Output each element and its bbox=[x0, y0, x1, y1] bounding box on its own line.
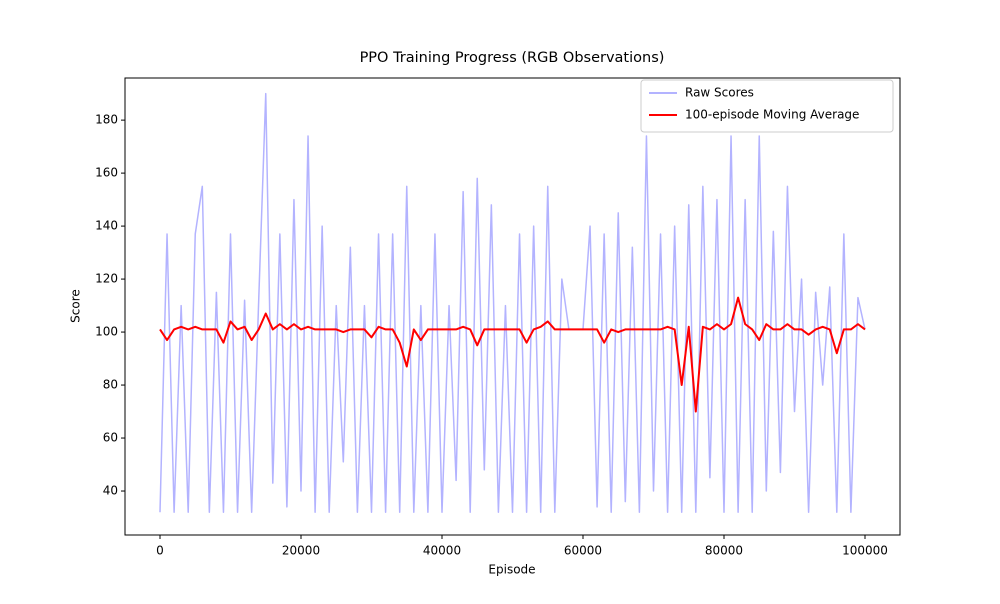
y-tick-label: 120 bbox=[95, 272, 118, 286]
legend-label: Raw Scores bbox=[685, 86, 754, 100]
x-tick-label: 0 bbox=[156, 544, 164, 558]
y-tick-label: 180 bbox=[95, 113, 118, 127]
x-tick-label: 20000 bbox=[282, 544, 320, 558]
x-tick-label: 40000 bbox=[423, 544, 461, 558]
y-tick-label: 40 bbox=[103, 484, 118, 498]
y-axis-label: Score bbox=[69, 289, 83, 323]
x-tick-label: 80000 bbox=[705, 544, 743, 558]
x-tick-label: 60000 bbox=[564, 544, 602, 558]
series-line bbox=[159, 92, 866, 513]
y-tick-label: 100 bbox=[95, 325, 118, 339]
chart-title: PPO Training Progress (RGB Observations) bbox=[360, 50, 665, 66]
legend-box bbox=[640, 79, 894, 133]
y-tick-label: 160 bbox=[95, 166, 118, 180]
series-line bbox=[159, 296, 866, 413]
y-tick-label: 80 bbox=[103, 378, 118, 392]
plot-frame bbox=[124, 77, 901, 536]
x-axis-label: Episode bbox=[488, 563, 535, 577]
x-tick-label: 100000 bbox=[842, 544, 888, 558]
legend-label: 100-episode Moving Average bbox=[685, 108, 859, 122]
y-tick-label: 60 bbox=[103, 431, 118, 445]
y-tick-label: 140 bbox=[95, 219, 118, 233]
